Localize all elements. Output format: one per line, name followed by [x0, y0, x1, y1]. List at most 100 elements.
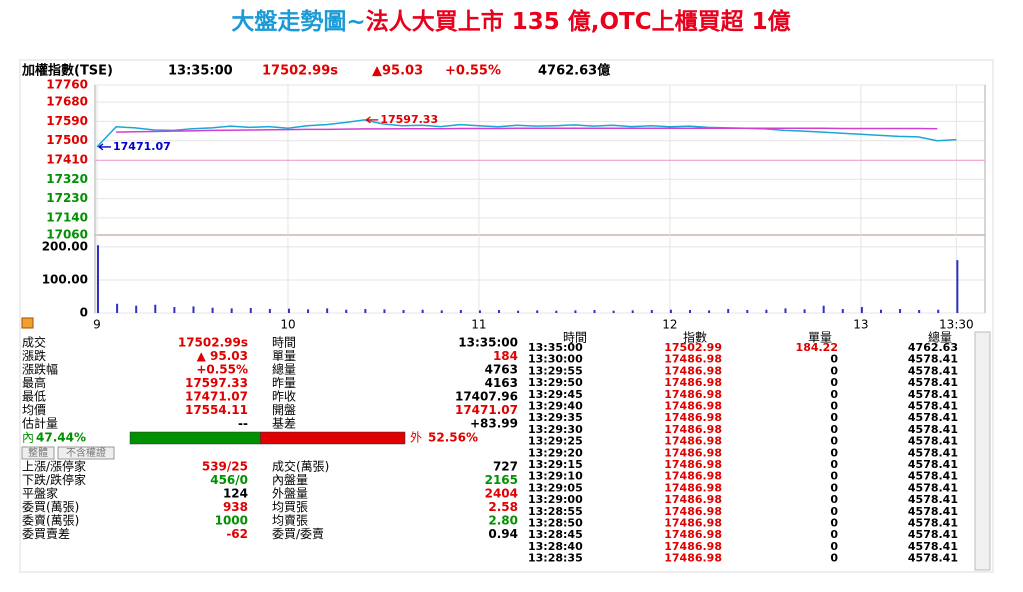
- annotation-arrow: [97, 143, 111, 151]
- volume-bar: [689, 310, 691, 313]
- scrollbar[interactable]: [974, 331, 991, 571]
- stat-label: 委賣(萬張): [22, 513, 79, 528]
- table-cell: 184.22: [796, 341, 838, 354]
- filter-button[interactable]: [21, 446, 55, 460]
- table-cell: 13:29:15: [528, 458, 583, 471]
- table-cell: 0: [830, 528, 838, 541]
- volume-bar: [345, 309, 348, 313]
- volume-bar: [746, 310, 749, 313]
- volume-bar: [879, 309, 882, 313]
- stat-label: 漲跌幅: [22, 362, 58, 377]
- volume-bar: [803, 309, 806, 313]
- stat-value: 17471.07: [185, 390, 248, 404]
- table-cell: 0: [830, 481, 838, 494]
- price-line: [96, 119, 957, 148]
- volume-bar: [841, 309, 844, 313]
- volume-bar: [708, 310, 711, 313]
- table-cell: 4578.41: [908, 517, 958, 530]
- x-tick-label: 9: [93, 318, 101, 332]
- stat-value: 938: [223, 500, 248, 514]
- y-tick-label: 17500: [46, 133, 88, 147]
- annotation-arrow: [365, 116, 379, 124]
- header-price: 17502.99s: [262, 64, 338, 79]
- table-cell: 4578.41: [908, 423, 958, 436]
- table-cell: 17486.98: [664, 470, 722, 483]
- ratio-bar: [260, 431, 406, 445]
- table-cell: 13:30:00: [528, 353, 583, 366]
- volume-bar: [173, 307, 176, 313]
- stat-label: 委買賣差: [22, 526, 70, 541]
- stat-label: 總量: [272, 362, 296, 377]
- filter-button[interactable]: [57, 446, 115, 460]
- stat-value: +83.99: [470, 417, 518, 431]
- table-header: 總量: [928, 330, 952, 345]
- title-part: 法人大買上市 135 億,OTC上櫃買超 1億: [366, 8, 791, 35]
- stat-value: 1000: [215, 514, 248, 528]
- volume-bar: [307, 309, 310, 313]
- stat-value: 0.94: [488, 527, 518, 541]
- table-cell: 17486.98: [664, 353, 722, 366]
- y-tick-label: 0: [80, 306, 88, 320]
- header-time: 13:35:00: [168, 64, 233, 79]
- table-cell: 17486.98: [664, 446, 722, 459]
- volume-bar: [631, 310, 634, 313]
- stat-value: 13:35:00: [458, 336, 518, 350]
- table-cell: 0: [830, 517, 838, 530]
- stat-value: 2404: [485, 487, 518, 501]
- table-cell: 4578.41: [908, 505, 958, 518]
- volume-bar: [765, 309, 768, 313]
- index-name: 加權指數(TSE): [21, 63, 113, 79]
- volume-bar: [268, 309, 271, 313]
- volume-bar: [459, 310, 462, 313]
- stat-label: 內盤量: [272, 473, 308, 487]
- volume-bar: [555, 310, 558, 313]
- table-cell: 17486.98: [664, 528, 722, 541]
- annotation-label: 17597.33: [380, 113, 438, 126]
- stat-label: 均賣張: [272, 513, 308, 528]
- table-cell: 17486.98: [664, 435, 722, 448]
- stat-value: 456/0: [210, 473, 248, 487]
- table-cell: 0: [830, 376, 838, 389]
- volume-bar: [918, 310, 921, 313]
- header-change: ▲95.03: [372, 64, 423, 79]
- table-cell: 0: [830, 493, 838, 506]
- volume-bar: [822, 305, 825, 313]
- alert-icon: [21, 317, 34, 329]
- table-cell: 0: [830, 540, 838, 553]
- filter-button-label[interactable]: 整體: [28, 446, 48, 459]
- stat-value: 184: [493, 349, 518, 363]
- table-cell: 17486.98: [664, 376, 722, 389]
- stat-label: 委買/委賣: [272, 526, 324, 541]
- table-cell: 17486.98: [664, 388, 722, 401]
- stat-label: 漲跌: [22, 348, 46, 363]
- table-cell: 17486.98: [664, 493, 722, 506]
- stat-label: 委買(萬張): [22, 500, 79, 514]
- table-cell: 13:29:55: [528, 364, 583, 377]
- table-cell: 4578.41: [908, 458, 958, 471]
- table-cell: 17486.98: [664, 552, 722, 565]
- volume-bar: [956, 260, 959, 313]
- x-tick-label: 10: [280, 318, 295, 332]
- volume-bar: [784, 308, 787, 313]
- header-volume: 4762.63億: [538, 63, 610, 79]
- filter-button-label[interactable]: 不含權證: [66, 446, 106, 459]
- stat-label: 最高: [22, 375, 46, 390]
- header-percent: +0.55%: [445, 64, 501, 79]
- price-line: [116, 127, 938, 133]
- volume-bar: [116, 303, 119, 313]
- table-cell: 13:28:55: [528, 505, 583, 518]
- stat-value: --: [238, 417, 248, 431]
- table-cell: 4578.41: [908, 470, 958, 483]
- ratio-value: 52.56%: [428, 431, 478, 445]
- table-cell: 13:28:35: [528, 552, 583, 565]
- stat-label: 上漲/漲停家: [22, 459, 86, 474]
- table-cell: 0: [830, 458, 838, 471]
- y-tick-label: 17590: [46, 114, 88, 128]
- table-cell: 4578.41: [908, 364, 958, 377]
- stat-value: 17554.11: [185, 403, 248, 417]
- table-header: 指數: [683, 330, 707, 345]
- volume-bar: [498, 310, 501, 313]
- x-tick-label: 13: [853, 318, 868, 332]
- stat-value: +0.55%: [196, 363, 248, 377]
- y-tick-label: 17680: [46, 95, 88, 109]
